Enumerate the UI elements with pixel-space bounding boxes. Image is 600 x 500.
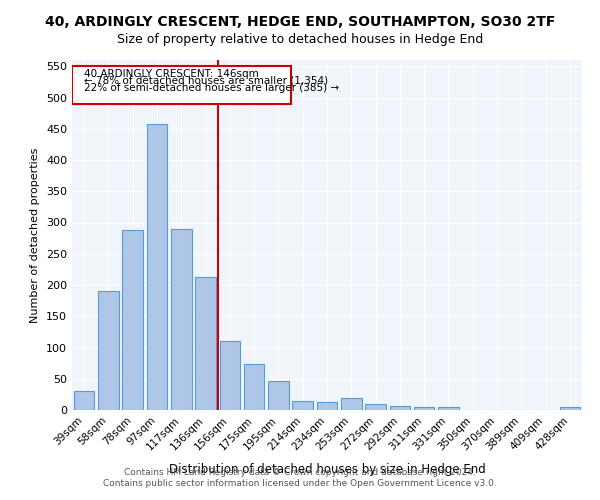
Bar bbox=[122, 230, 143, 410]
Bar bbox=[341, 398, 362, 410]
Y-axis label: Number of detached properties: Number of detached properties bbox=[31, 148, 40, 322]
Text: 40, ARDINGLY CRESCENT, HEDGE END, SOUTHAMPTON, SO30 2TF: 40, ARDINGLY CRESCENT, HEDGE END, SOUTHA… bbox=[45, 15, 555, 29]
Bar bbox=[74, 391, 94, 410]
Bar bbox=[244, 364, 265, 410]
Bar bbox=[220, 341, 240, 410]
Bar bbox=[195, 277, 216, 410]
Text: Contains HM Land Registry data © Crown copyright and database right 2024.
Contai: Contains HM Land Registry data © Crown c… bbox=[103, 468, 497, 487]
Bar bbox=[560, 407, 580, 410]
Bar bbox=[98, 291, 119, 410]
X-axis label: Distribution of detached houses by size in Hedge End: Distribution of detached houses by size … bbox=[169, 463, 485, 476]
Bar bbox=[389, 406, 410, 410]
Text: Size of property relative to detached houses in Hedge End: Size of property relative to detached ho… bbox=[117, 32, 483, 46]
Bar bbox=[438, 407, 459, 410]
Bar bbox=[317, 402, 337, 410]
Text: 22% of semi-detached houses are larger (385) →: 22% of semi-detached houses are larger (… bbox=[84, 82, 339, 92]
Bar bbox=[146, 124, 167, 410]
Bar bbox=[268, 380, 289, 410]
Text: ← 78% of detached houses are smaller (1,354): ← 78% of detached houses are smaller (1,… bbox=[84, 76, 328, 86]
FancyBboxPatch shape bbox=[72, 66, 290, 104]
Bar bbox=[365, 404, 386, 410]
Text: 40 ARDINGLY CRESCENT: 146sqm: 40 ARDINGLY CRESCENT: 146sqm bbox=[84, 70, 259, 80]
Bar bbox=[171, 229, 191, 410]
Bar bbox=[292, 400, 313, 410]
Bar bbox=[414, 407, 434, 410]
